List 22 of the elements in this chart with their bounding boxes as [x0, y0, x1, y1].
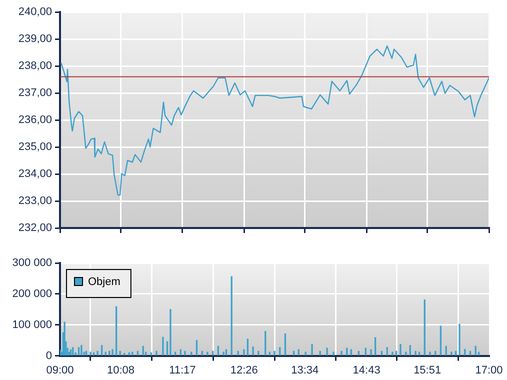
y-tick-label: 232,00 — [18, 222, 52, 234]
y-tick-label: 238,00 — [18, 60, 52, 72]
y-tick-label: 0 — [46, 350, 52, 362]
y-tick-label: 233,00 — [18, 195, 52, 208]
y-tick-label: 236,00 — [18, 114, 52, 126]
x-tick-label: 14:43 — [352, 364, 380, 376]
y-tick-label: 100 000 — [12, 318, 52, 331]
x-tick-label: 13:34 — [291, 364, 319, 376]
x-tick-label: 12:26 — [230, 364, 258, 376]
legend-label: Objem — [88, 276, 120, 288]
x-tick-label: 09:00 — [46, 364, 74, 376]
x-tick-label: 17:00 — [475, 364, 503, 376]
y-tick-label: 240,00 — [18, 6, 52, 18]
y-tick-label: 235,00 — [18, 141, 52, 154]
y-tick-label: 300 000 — [12, 257, 52, 270]
y-tick-label: 237,00 — [18, 87, 52, 100]
y-tick-label: 239,00 — [18, 33, 52, 46]
y-tick-label: 200 000 — [12, 288, 52, 300]
y-tick-label: 234,00 — [18, 168, 52, 180]
x-tick-label: 10:08 — [107, 364, 135, 376]
x-tick-label: 15:51 — [414, 364, 442, 376]
x-tick-label: 11:17 — [169, 364, 196, 376]
